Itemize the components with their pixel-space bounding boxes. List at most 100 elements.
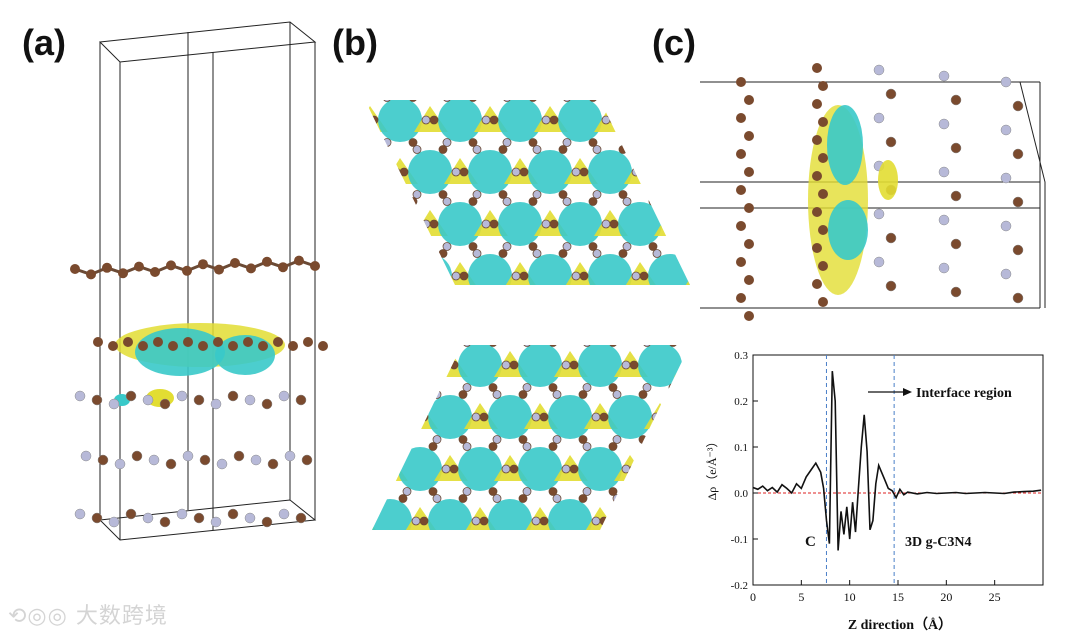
carbon-atom [609,219,619,229]
carbon-atom [578,494,588,503]
nitrogen-atom [622,197,632,206]
charge-depletion-blob [468,150,512,194]
carbon-atom [569,464,579,474]
carbon-atom [736,257,746,267]
carbon-atom [458,435,468,444]
carbon-atom [91,512,103,524]
y-tick-label: 0.1 [734,442,748,454]
nitrogen-atom [522,383,532,392]
carbon-atom [91,394,103,406]
nitrogen-atom [1000,124,1012,136]
nitrogen-atom [938,70,950,82]
nitrogen-atom [176,508,188,520]
carbon-atom [588,100,598,102]
chart-xlabel: Z direction（Å） [848,617,952,633]
carbon-atom [193,512,205,524]
carbon-atom [744,95,754,105]
y-tick-label: 0.3 [734,350,748,362]
carbon-atom [295,512,307,524]
x-tick-label: 25 [989,590,1001,604]
nitrogen-atom [492,494,502,503]
carbon-atom [489,115,499,125]
carbon-atom [518,390,528,399]
carbon-atom [125,390,137,402]
nitrogen-atom [432,435,442,444]
nitrogen-atom [382,100,392,102]
carbon-atom [273,337,283,347]
nitrogen-atom [108,398,120,410]
panel-b-label: (b) [332,22,378,63]
nitrogen-atom [278,390,290,402]
carbon-atom [123,337,133,347]
charge-depletion-blob [588,150,632,194]
carbon-atom [295,394,307,406]
carbon-atom [438,190,448,199]
carbon-atom [408,138,418,147]
carbon-atom [428,487,438,496]
panel-a-cell-box [98,21,317,541]
carbon-atom [138,341,148,351]
carbon-atom [166,260,176,271]
carbon-atom [125,508,137,520]
nitrogen-atom [432,494,442,503]
nitrogen-atom [592,249,602,258]
carbon-atom [885,88,897,100]
carbon-atom [736,113,746,123]
carbon-atom [459,271,469,281]
nitrogen-atom [938,166,950,178]
nitrogen-atom [472,249,482,258]
carbon-atom [818,117,828,127]
carbon-atom [736,221,746,231]
carbon-atom [498,249,508,258]
nitrogen-atom [1000,76,1012,88]
carbon-atom [438,145,448,154]
carbon-atom [518,494,528,503]
carbon-atom [429,115,439,125]
carbon-atom [569,360,579,370]
nitrogen-atom [582,442,592,451]
carbon-atom [97,454,109,466]
carbon-atom [558,249,568,258]
carbon-atom [579,271,589,281]
carbon-atom [885,232,897,244]
nitrogen-atom [938,118,950,130]
carbon-atom [736,293,746,303]
nitrogen-atom [873,208,885,220]
nitrogen-atom [938,214,950,226]
annotation-left-region: C [805,534,816,550]
charge-depletion-blob [488,395,532,439]
carbon-atom [509,360,519,370]
nitrogen-atom [148,454,160,466]
carbon-atom [639,271,649,281]
nitrogen-atom [80,450,92,462]
carbon-atom [812,63,822,73]
carbon-atom [261,516,273,528]
nitrogen-atom [592,190,602,199]
nitrogen-atom [278,508,290,520]
charge-depletion-blob [518,345,562,387]
nitrogen-atom [492,390,502,399]
nitrogen-atom [176,390,188,402]
charge-depletion-blob [528,254,572,285]
nitrogen-atom [522,487,532,496]
charge-depletion-blob [428,395,472,439]
carbon-atom [131,450,143,462]
chart-series-line [752,371,1042,551]
nitrogen-atom [142,394,154,406]
nitrogen-atom [462,345,472,347]
carbon-atom [459,167,469,177]
charge-depletion-blob [558,202,602,246]
nitrogen-atom [562,100,572,102]
carbon-atom [213,337,223,347]
nitrogen-atom [873,256,885,268]
nitrogen-atom [582,487,592,496]
charge-depletion-blob [398,447,442,491]
carbon-atom [398,494,408,503]
nitrogen-atom [502,197,512,206]
carbon-atom [578,390,588,399]
carbon-atom [165,458,177,470]
nitrogen-atom [552,435,562,444]
carbon-atom [885,136,897,148]
carbon-atom [1012,100,1024,112]
